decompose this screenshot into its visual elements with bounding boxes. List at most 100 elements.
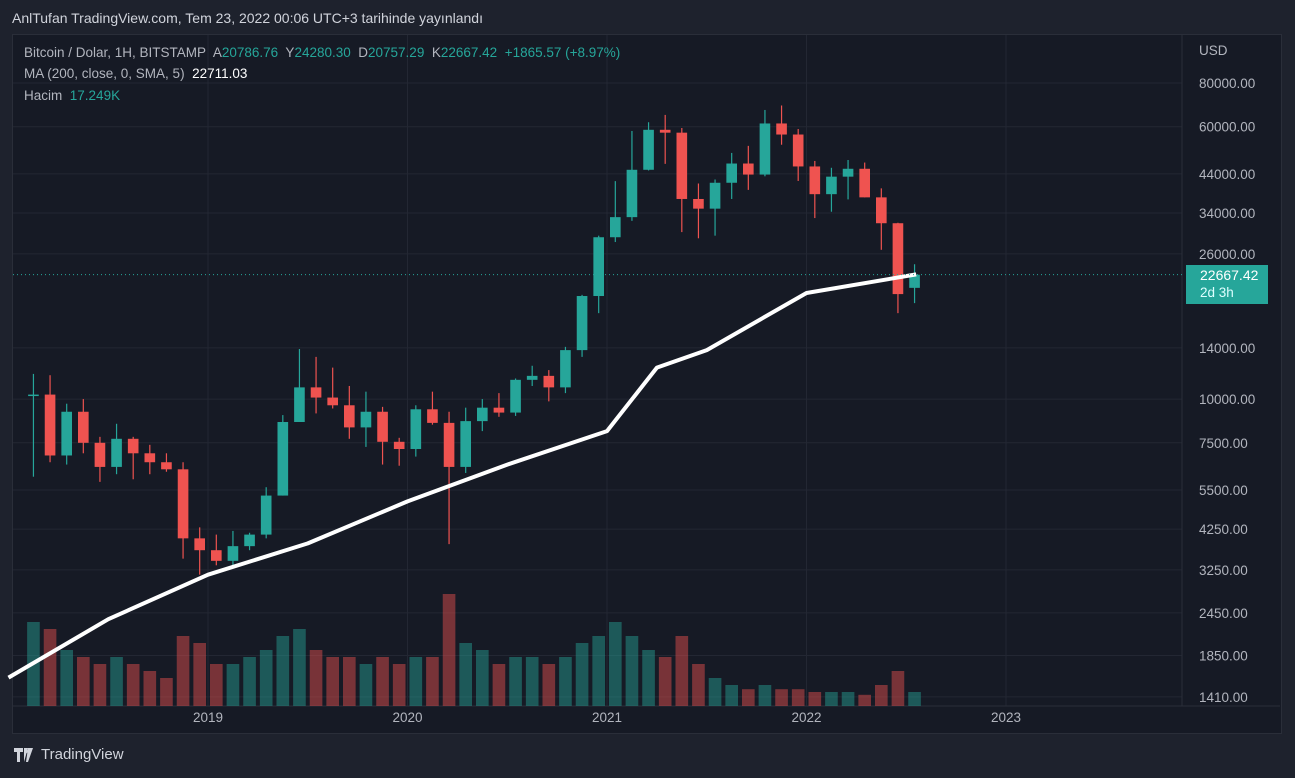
candle-body (161, 462, 172, 470)
y-tick-label: 34000.00 (1199, 206, 1255, 221)
volume-bar (609, 622, 622, 706)
close-label: K (431, 45, 441, 60)
volume-bar (492, 664, 506, 706)
close-value: 22667.42 (440, 45, 498, 60)
candle-body (177, 469, 189, 539)
y-tick-label: 3250.00 (1199, 563, 1248, 578)
candle-body (410, 409, 422, 450)
volume-value: 17.249K (69, 88, 121, 103)
candle-body (194, 538, 205, 551)
candle-body (759, 123, 771, 175)
volume-bar (160, 678, 173, 706)
candle-body (310, 387, 322, 398)
candle-body (842, 168, 854, 177)
volume-bar (309, 650, 323, 706)
x-tick-label: 2019 (193, 710, 223, 725)
candle-body (377, 411, 388, 442)
volume-bar (259, 650, 273, 706)
volume-bar (210, 664, 223, 706)
volume-bar (708, 678, 722, 706)
open-value: 20786.76 (221, 45, 279, 60)
y-tick-label: 80000.00 (1199, 76, 1255, 91)
volume-bar (675, 636, 689, 706)
volume-bar (77, 657, 90, 706)
candle-body (743, 163, 754, 175)
candle-body (111, 438, 122, 467)
candle-body (859, 168, 870, 198)
volume-bar (891, 671, 905, 706)
volume-bar (442, 594, 456, 706)
volume-bar (775, 689, 788, 706)
candle-body (477, 407, 488, 422)
volume-bar (43, 629, 57, 706)
ma-label[interactable]: MA (200, close, 0, SMA, 5) (24, 66, 185, 81)
volume-bar (276, 636, 290, 706)
tradingview-logo-icon (14, 747, 33, 762)
volume-bar (176, 636, 190, 706)
candle-body (876, 197, 887, 224)
y-tick-label: 1850.00 (1199, 649, 1248, 664)
candle-body (28, 394, 39, 397)
volume-bar (359, 664, 373, 706)
candle-body (776, 123, 787, 135)
candle-body (826, 176, 837, 195)
candle-body (244, 534, 255, 547)
y-tick-label: 26000.00 (1199, 247, 1255, 262)
candle-body (576, 296, 588, 351)
y-tick-label: 7500.00 (1199, 436, 1248, 451)
candle-body (44, 394, 56, 456)
volume-bar (343, 657, 356, 706)
candle-body (427, 409, 438, 423)
high-value: 24280.30 (294, 45, 351, 60)
candle-body (593, 237, 604, 297)
volume-bar (392, 664, 406, 706)
chart-panel[interactable] (12, 34, 1282, 734)
candle-body (127, 438, 139, 454)
candle-body (61, 411, 72, 456)
brand-name: TradingView (41, 746, 124, 763)
y-tick-label: 60000.00 (1199, 120, 1255, 135)
volume-label[interactable]: Hacim (24, 88, 63, 103)
volume-bar (575, 643, 589, 706)
candle-body (892, 223, 904, 295)
last-price-label: 22667.42 2d 3h (1186, 264, 1268, 304)
volume-bar (742, 689, 755, 706)
candle-body (659, 129, 671, 133)
candle-body (610, 217, 621, 238)
volume-bar (841, 692, 855, 706)
ma-value: 22711.03 (192, 66, 248, 81)
candle-body (643, 129, 654, 170)
volume-bar (143, 671, 157, 706)
candle-body (277, 422, 289, 496)
candle-body (493, 407, 505, 413)
candle-body (676, 132, 688, 199)
candle-body (460, 421, 471, 467)
volume-bar (858, 694, 871, 706)
y-tick-label: 4250.00 (1199, 522, 1248, 537)
y-tick-label: 10000.00 (1199, 392, 1255, 407)
candle-body (344, 405, 355, 428)
volume-bar (592, 636, 605, 706)
symbol-name[interactable]: Bitcoin / Dolar, 1H, BITSTAMP (24, 45, 207, 60)
candle-body (809, 166, 821, 195)
volume-bar (559, 657, 572, 706)
candle-body (94, 442, 106, 467)
candle-body (909, 274, 920, 288)
volume-bar (243, 657, 256, 706)
ma-line (7, 272, 917, 680)
volume-bar (875, 685, 888, 706)
volume-bar (808, 692, 822, 706)
candle-body (709, 182, 721, 209)
candle-body (792, 134, 804, 167)
ma-legend: MA (200, close, 0, SMA, 5) 22711.03 (24, 66, 247, 81)
candle-body (393, 441, 405, 450)
y-tick-label: 5500.00 (1199, 483, 1248, 498)
y-tick-label: 1410.00 (1199, 690, 1248, 705)
volume-bar (60, 650, 73, 706)
x-tick-label: 2020 (392, 710, 422, 725)
candle-body (626, 169, 638, 218)
candle-body (543, 375, 555, 388)
y-tick-label: 44000.00 (1199, 167, 1255, 182)
tradingview-logo[interactable]: TradingView (14, 746, 124, 763)
